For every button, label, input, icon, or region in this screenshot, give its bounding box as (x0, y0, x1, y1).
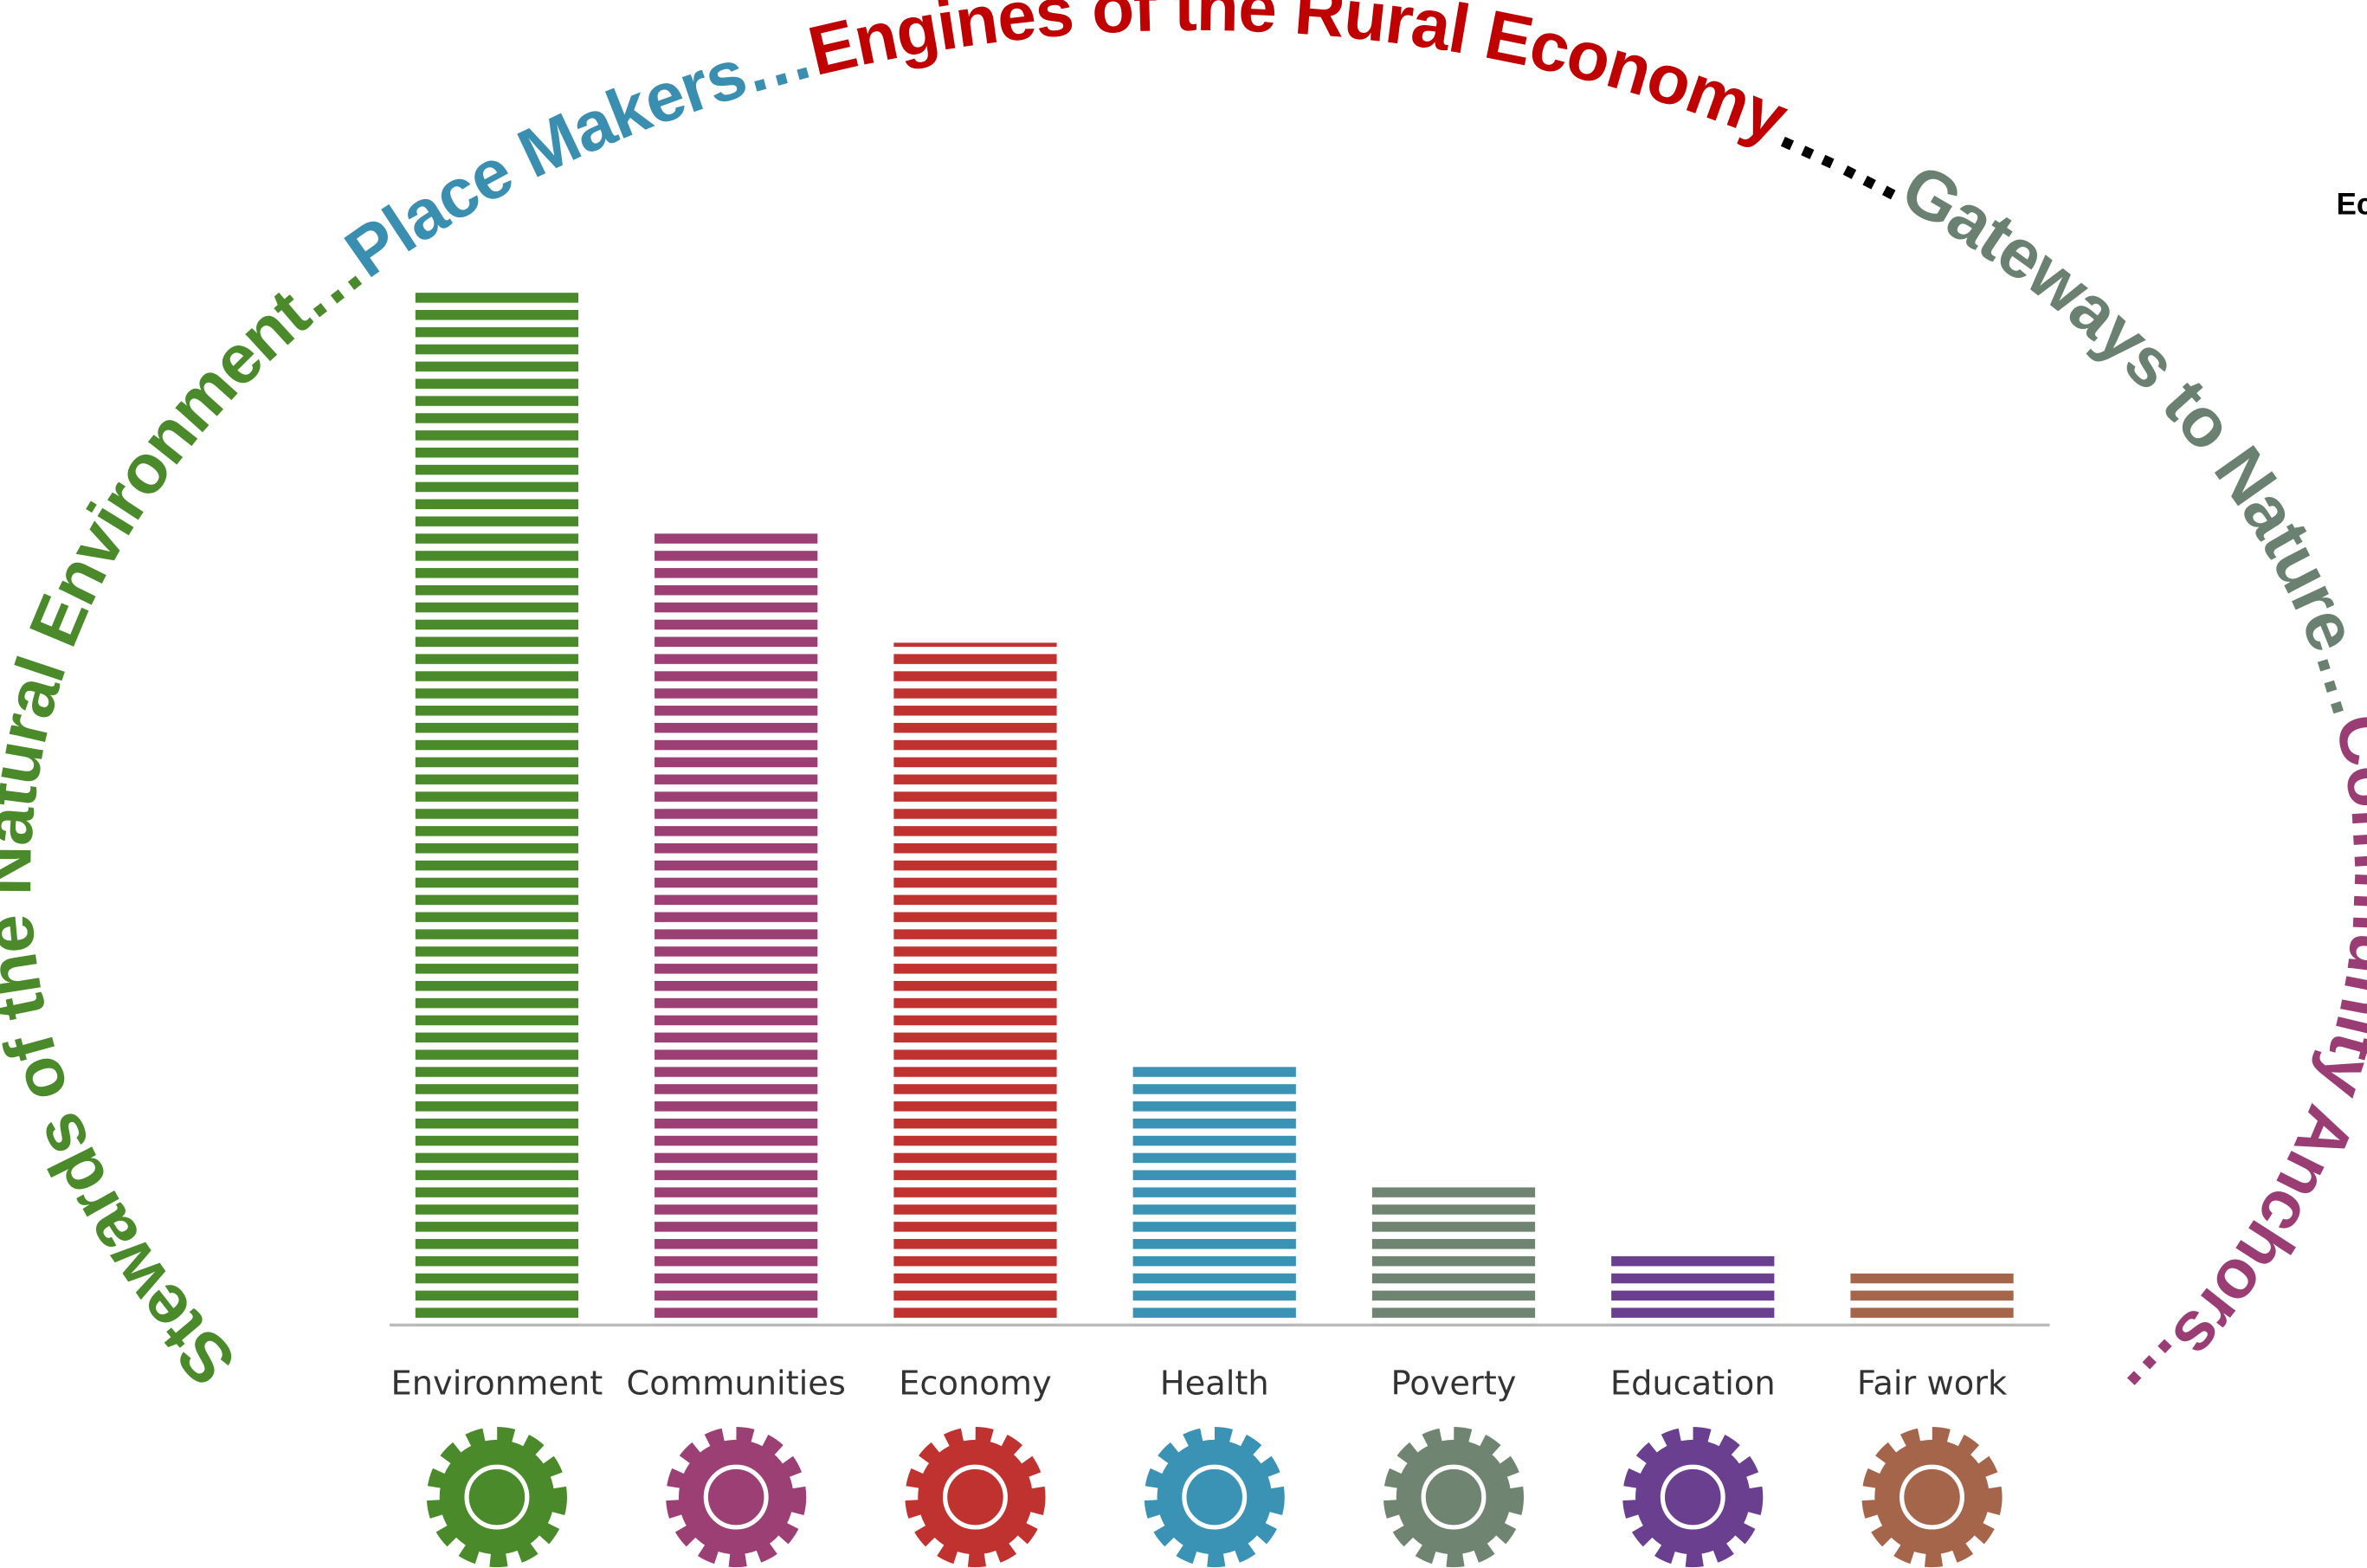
arc-label: Place Makers… (332, 14, 821, 292)
category-icon (1622, 1427, 1764, 1568)
category-icon (905, 1427, 1046, 1568)
x-tick-label: Poverty (1391, 1365, 1517, 1403)
category-icon (666, 1427, 807, 1568)
arc-label: Community Anchors… (2111, 707, 2367, 1428)
bar (893, 642, 1057, 1326)
x-tick-label: Environment (391, 1365, 603, 1403)
category-icon (1144, 1427, 1285, 1568)
bar (655, 529, 818, 1326)
x-tick-label: Health (1160, 1365, 1269, 1403)
x-tick-label: Fair work (1857, 1365, 2008, 1403)
fragment-text: Ec (2337, 188, 2367, 222)
category-icon (426, 1427, 567, 1568)
category-icon (1861, 1427, 2003, 1568)
bar (1132, 1066, 1296, 1326)
arc-label: Engines of the Rural Economy (802, 0, 1799, 158)
x-tick-label: Economy (899, 1365, 1052, 1403)
bar (1371, 1180, 1536, 1326)
x-tick-label: Education (1610, 1365, 1776, 1403)
category-icon (1383, 1427, 1525, 1568)
x-tick-label: Communities (627, 1365, 846, 1403)
bar (415, 291, 579, 1326)
arc-label: Gateways to Nature… (1889, 148, 2367, 726)
bar (1611, 1252, 1775, 1326)
bar (1850, 1273, 2014, 1326)
arc-label: Stewards of the Natural Environment… (0, 229, 377, 1401)
